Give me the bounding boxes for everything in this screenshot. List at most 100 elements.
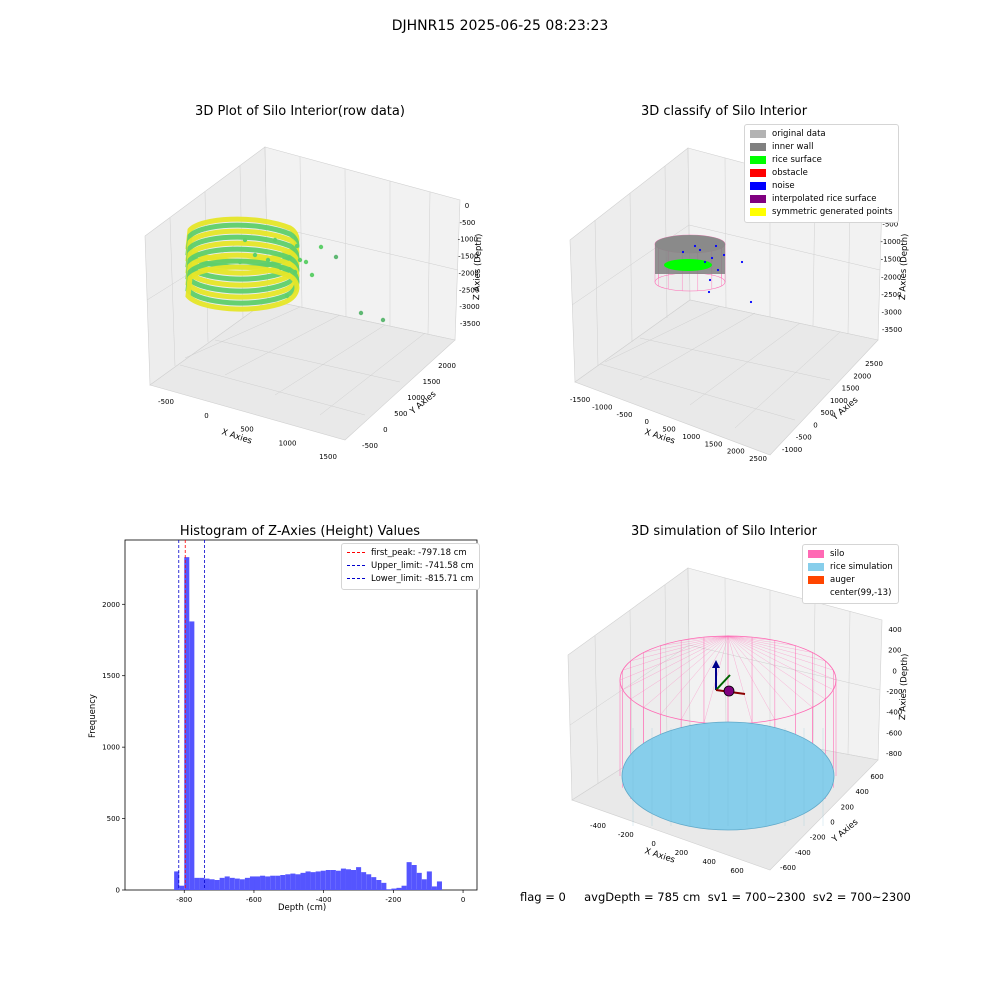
classify-x-tick: -1500 [570,396,590,404]
histogram-y-ticks: 0 500 1000 1500 2000 [102,601,125,895]
silo-spoke [727,635,826,662]
noise-points [681,244,753,304]
simulation-legend: silo rice simulation auger center(99,-13) [802,544,899,604]
simulation-z-tick: 0 [892,667,896,675]
silo-spoke [727,635,775,641]
raw-x-tick: 500 [240,426,253,434]
silo-spoke [643,635,729,653]
histogram-bar [335,870,341,890]
histogram-xlabel: Depth (cm) [278,903,327,913]
simulation-z-tick: 200 [888,647,901,655]
histogram-bar [401,885,407,890]
legend-label: auger [830,575,855,585]
silo-spoke [630,635,729,700]
simulation-z-tick: -600 [886,729,902,737]
histogram-bar [391,888,397,890]
histogram-bar [351,870,357,890]
classify-legend: original data inner wall rice surface obsta… [744,124,899,223]
legend-label: symmetric generated points [772,207,893,217]
legend-entry: auger [808,574,893,587]
classify-x-tick: 1000 [682,433,700,441]
raw-y-tick: 1000 [407,394,425,402]
simulation-3d-axes [567,567,883,871]
histogram-bar [204,878,210,890]
histogram-bar [280,875,286,890]
legend-label: silo [830,549,845,559]
histogram-bar [325,870,331,890]
simulation-y-tick: -600 [780,864,796,872]
classify-y-tick: 0 [813,421,817,429]
legend-swatch [750,207,766,216]
histogram-bar [361,872,367,890]
histogram-bar [371,877,377,890]
raw-z-tick: -1000 [458,236,478,244]
silo-spoke [643,635,729,708]
classify-y-tick: -1000 [782,446,802,454]
simulation-x-tick: 0 [651,840,655,848]
histogram-bar [305,871,311,890]
raw-point [380,317,386,323]
ring-layer [185,264,300,312]
raw-point [333,254,339,260]
simulation-y-tick: 200 [841,803,854,811]
noise-point [710,256,714,260]
auger-marker [712,660,746,697]
classify-x-tick: 0 [645,418,649,426]
raw-x-tick: 0 [204,412,208,420]
raw-x-tick: 1500 [319,453,337,461]
histogram-bar [356,867,362,890]
legend-label: inner wall [772,142,814,152]
noise-point [716,268,720,272]
silo-spoke [660,635,729,715]
histogram-bar [310,872,316,890]
histogram-bar [179,885,185,890]
simulation-y-tick: 400 [855,788,868,796]
raw-z-tick: -1500 [458,253,478,261]
histogram-bar [426,871,432,890]
simulation-z-tick: 400 [888,626,901,634]
legend-entry: silo [808,548,893,561]
classify-y-tick: 2500 [865,360,883,368]
legend-swatch [750,194,766,203]
legend-entry: interpolated rice surface [750,193,893,206]
histogram-bar [285,874,291,890]
histogram-bar [270,875,276,890]
histogram-bar [295,874,301,890]
histogram-bar [244,877,250,890]
legend-label: first_peak: -797.18 cm [371,548,467,558]
noise-point [698,248,702,252]
raw-z-tick: -3500 [460,320,480,328]
raw-point [297,257,303,263]
histogram-bar [436,881,442,890]
simulation-x-tick: 400 [703,858,716,866]
silo-spoke [727,635,837,681]
histogram-bar [320,870,326,890]
noise-point [707,290,711,294]
legend-entry: Lower_limit: -815.71 cm [347,573,474,586]
y-tick-label: 2000 [102,601,120,609]
legend-swatch [347,578,365,579]
raw-point [284,293,290,299]
histogram-bar [366,874,372,890]
noise-point [708,278,712,282]
silo-spoke [727,635,826,700]
silo-spoke [727,635,753,723]
x-tick-label: -400 [316,896,332,904]
raw-x-tick: -500 [158,398,174,406]
raw-z-tick: -500 [459,219,475,227]
rice-surface-points [664,259,712,271]
classify-z-tick: -3500 [882,326,902,334]
histogram-bar [239,879,245,890]
silo-spoke [727,635,796,715]
classify-x-tick: -500 [617,411,633,419]
histogram-legend: first_peak: -797.18 cm Upper_limit: -741.… [341,543,480,590]
histogram-bar [340,868,346,890]
figure-title: DJHNR15 2025-06-25 08:23:23 [391,18,609,34]
classify-z-tick: -2000 [881,273,901,281]
raw-x-tick: 1000 [279,439,297,447]
silo-spoke [727,635,813,653]
histogram-bar [209,879,215,890]
noise-point [722,253,726,257]
legend-label: obstacle [772,168,808,178]
histogram-bar [229,877,235,890]
